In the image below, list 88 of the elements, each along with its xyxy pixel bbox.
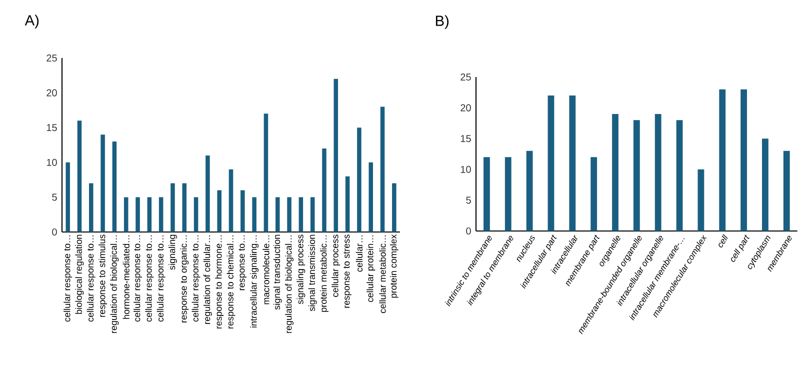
x-tick-label: protein metabolic… [320,236,328,312]
x-tick-label: regulation of cellular… [203,236,212,324]
x-tick-label: signal transduction [273,234,282,310]
bar [762,138,768,231]
x-tick-label: response to stress [344,234,352,308]
bar [182,183,187,232]
bar [654,114,662,231]
x-tick-label: response to organic… [180,236,189,322]
bar [147,197,152,232]
bar [719,89,726,231]
bar [612,114,618,231]
y-tick-label: 20 [460,104,471,112]
x-tick-label: cellular response to… [156,236,166,322]
bar [633,120,640,231]
y-tick-label: 0 [466,227,471,235]
bar [240,190,245,232]
y-tick-label: 5 [466,196,471,204]
bar [783,150,790,231]
bar [322,148,326,232]
bar [310,197,315,232]
bar [66,162,70,232]
bar [194,197,198,232]
x-tick-label: cellular response to… [134,236,142,322]
y-tick-label: 25 [460,73,471,81]
bar [740,89,747,231]
x-tick-label: cellular response to… [86,236,96,322]
bar [357,128,362,232]
x-tick-label: protein complex [390,234,398,298]
bar [504,157,512,231]
y-tick-label: 0 [52,228,57,236]
x-tick-label: cellular process [332,234,340,297]
x-tick-label: cellular… [356,236,363,272]
y-tick-label: 25 [46,54,57,62]
bar [569,95,576,231]
x-tick-label: cellular response to… [64,236,72,322]
y-tick-label: 10 [46,158,57,166]
x-tick-label: macromolecule… [262,236,270,304]
x-tick-label: cellular protein… [366,236,376,302]
x-tick-label: response to chemical… [226,236,236,328]
bar [345,176,350,232]
x-tick-label: signaling process [296,234,306,304]
chart-title: B) [436,15,449,29]
y-tick-label: 20 [46,89,57,96]
bar [392,183,396,232]
x-tick-label: signal transmission [308,234,317,312]
x-tick-label: cell [718,234,728,248]
bar [590,157,598,231]
bar [89,183,94,232]
bar [264,114,268,232]
bar [100,134,105,232]
chart-title: A) [24,14,39,28]
bar [252,197,256,232]
x-tick-label: hormone-mediated… [122,236,130,319]
bar [112,142,117,232]
x-tick-label: response to hormone… [215,236,224,328]
x-tick-label: response to… [238,236,247,290]
bar [484,157,490,231]
bar [136,197,140,232]
y-tick-label: 10 [460,166,471,173]
x-tick-label: cellular response to… [192,236,200,322]
bar [368,162,373,232]
bar [698,169,704,231]
x-tick-label: cellular metabolic… [379,236,386,314]
bar [548,95,554,231]
x-tick-label: regulation of biological… [110,236,119,333]
x-tick-label: regulation of biological… [285,236,294,333]
x-tick-label: cellular response to… [145,236,154,322]
bar [275,197,280,232]
y-tick-label: 15 [46,124,57,132]
x-tick-label: biological regulation [75,234,84,314]
bar [206,155,210,232]
y-tick-label: 5 [52,194,57,201]
bar [380,106,385,232]
bar [334,78,338,232]
bar [526,150,533,231]
x-tick-label: response to stimulus [98,234,108,317]
bar [298,197,304,232]
bar [124,197,128,232]
bar [77,120,82,232]
x-tick-label: intracellular signaling… [250,236,259,328]
bar [228,169,234,232]
bar [170,183,175,232]
bar [287,197,292,232]
bar [676,120,683,231]
x-tick-label: signaling [168,234,177,270]
y-tick-label: 15 [460,135,471,142]
bar [217,190,222,232]
bar [158,197,164,232]
